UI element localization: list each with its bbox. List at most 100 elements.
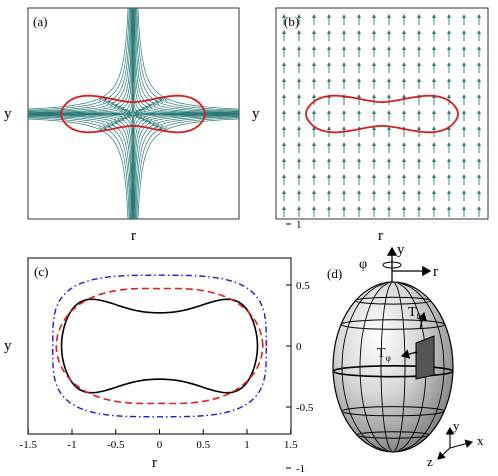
field-arrowhead <box>357 46 361 50</box>
streamline <box>136 8 239 111</box>
streamline <box>133 8 239 114</box>
field-arrowhead <box>402 158 406 162</box>
latitude-ring <box>332 365 454 378</box>
field-arrowhead <box>342 126 346 130</box>
field-arrowhead <box>327 142 331 146</box>
streamline <box>28 113 134 219</box>
field-arrowhead <box>297 126 301 130</box>
field-arrowhead <box>342 206 346 210</box>
field-arrowhead <box>297 110 301 114</box>
streamline-arrow <box>147 119 154 125</box>
t-theta-label: Tθ <box>408 305 421 321</box>
field-arrowhead <box>357 142 361 146</box>
field-arrowhead <box>432 206 436 210</box>
field-arrowhead <box>372 110 376 114</box>
field-arrowhead <box>447 30 451 34</box>
streamline <box>28 8 130 111</box>
field-arrowhead <box>327 46 331 50</box>
panel-c-frame <box>27 257 292 435</box>
field-arrowhead <box>372 174 376 178</box>
streamline-arrow <box>121 114 129 120</box>
field-arrowhead <box>432 46 436 50</box>
field-arrowhead <box>417 126 421 130</box>
field-arrowhead <box>297 30 301 34</box>
panel-c-label: (c) <box>34 264 48 279</box>
streamline <box>28 117 130 219</box>
panel-b-label: (b) <box>284 14 299 29</box>
latitude-ring <box>356 431 430 439</box>
panel-c-red-dashed-curve <box>55 287 264 405</box>
field-arrowhead <box>327 158 331 162</box>
field-arrowhead <box>462 142 466 146</box>
field-arrowhead <box>297 94 301 98</box>
x-tick-label: -0.5 <box>107 439 125 451</box>
field-arrowhead <box>342 158 346 162</box>
panel-a-vesicle-shape <box>60 94 206 134</box>
field-arrowhead <box>357 30 361 34</box>
field-arrowhead <box>357 78 361 82</box>
panel-c-ticks: -1.5 -1 -0.5 0 0.5 1 1.5 1 0.5 0 -0.5 -1 <box>20 219 314 475</box>
triad-x-label: x <box>477 433 484 448</box>
ellipsoid-body <box>332 281 454 453</box>
field-arrowhead <box>372 30 376 34</box>
streamline <box>132 8 239 115</box>
streamline-arrow <box>105 122 112 128</box>
streamline <box>134 115 239 219</box>
field-arrowhead <box>432 78 436 82</box>
field-arrowhead <box>297 158 301 162</box>
field-arrowhead <box>477 94 481 98</box>
field-arrowhead <box>402 94 406 98</box>
streamline-arrow <box>144 117 151 123</box>
field-arrowhead <box>297 46 301 50</box>
field-arrowhead <box>462 174 466 178</box>
streamline-arrow <box>151 102 158 107</box>
streamline-arrow <box>135 110 142 115</box>
field-arrowhead <box>477 158 481 162</box>
streamline-arrow <box>137 114 145 120</box>
field-arrowhead <box>417 78 421 82</box>
field-arrowhead <box>417 206 421 210</box>
field-arrowhead <box>387 158 391 162</box>
field-arrowhead <box>402 206 406 210</box>
field-arrowhead <box>282 110 286 114</box>
field-arrowhead <box>432 62 436 66</box>
field-arrowhead <box>312 174 316 178</box>
field-arrowhead <box>282 30 286 34</box>
x-tick-label: 1 <box>244 439 250 451</box>
streamline <box>28 116 131 219</box>
panel-b: (b) r y <box>252 7 489 244</box>
field-arrowhead <box>357 14 361 18</box>
streamline-arrow <box>115 117 122 123</box>
field-arrowhead <box>432 158 436 162</box>
streamline-arrow <box>141 116 148 121</box>
streamline <box>28 8 133 114</box>
latitude-ring <box>340 319 446 330</box>
field-arrowhead <box>462 14 466 18</box>
streamline-arrow <box>112 119 119 125</box>
streamline-arrow <box>121 108 129 114</box>
latitude-ring <box>341 406 445 417</box>
streamline-arrow <box>118 107 125 112</box>
field-arrowhead <box>282 206 286 210</box>
streamline <box>134 115 239 219</box>
field-arrowhead <box>477 190 481 194</box>
panel-c-ylabel: y <box>4 338 12 354</box>
field-arrowhead <box>477 30 481 34</box>
field-arrowhead <box>462 158 466 162</box>
field-arrowhead <box>387 190 391 194</box>
field-arrowhead <box>297 14 301 18</box>
field-arrowhead <box>342 142 346 146</box>
panel-a: (a) r y <box>4 7 240 244</box>
panel-c-blue-dashdot-curve <box>52 274 268 418</box>
field-arrowhead <box>297 78 301 82</box>
streamline <box>28 8 134 115</box>
field-arrowhead <box>312 14 316 18</box>
field-arrowhead <box>357 190 361 194</box>
streamline-arrow <box>108 121 115 126</box>
field-arrowhead <box>462 190 466 194</box>
streamline <box>28 8 132 113</box>
field-arrowhead <box>387 110 391 114</box>
streamline-arrow <box>137 108 145 114</box>
field-arrowhead <box>372 190 376 194</box>
